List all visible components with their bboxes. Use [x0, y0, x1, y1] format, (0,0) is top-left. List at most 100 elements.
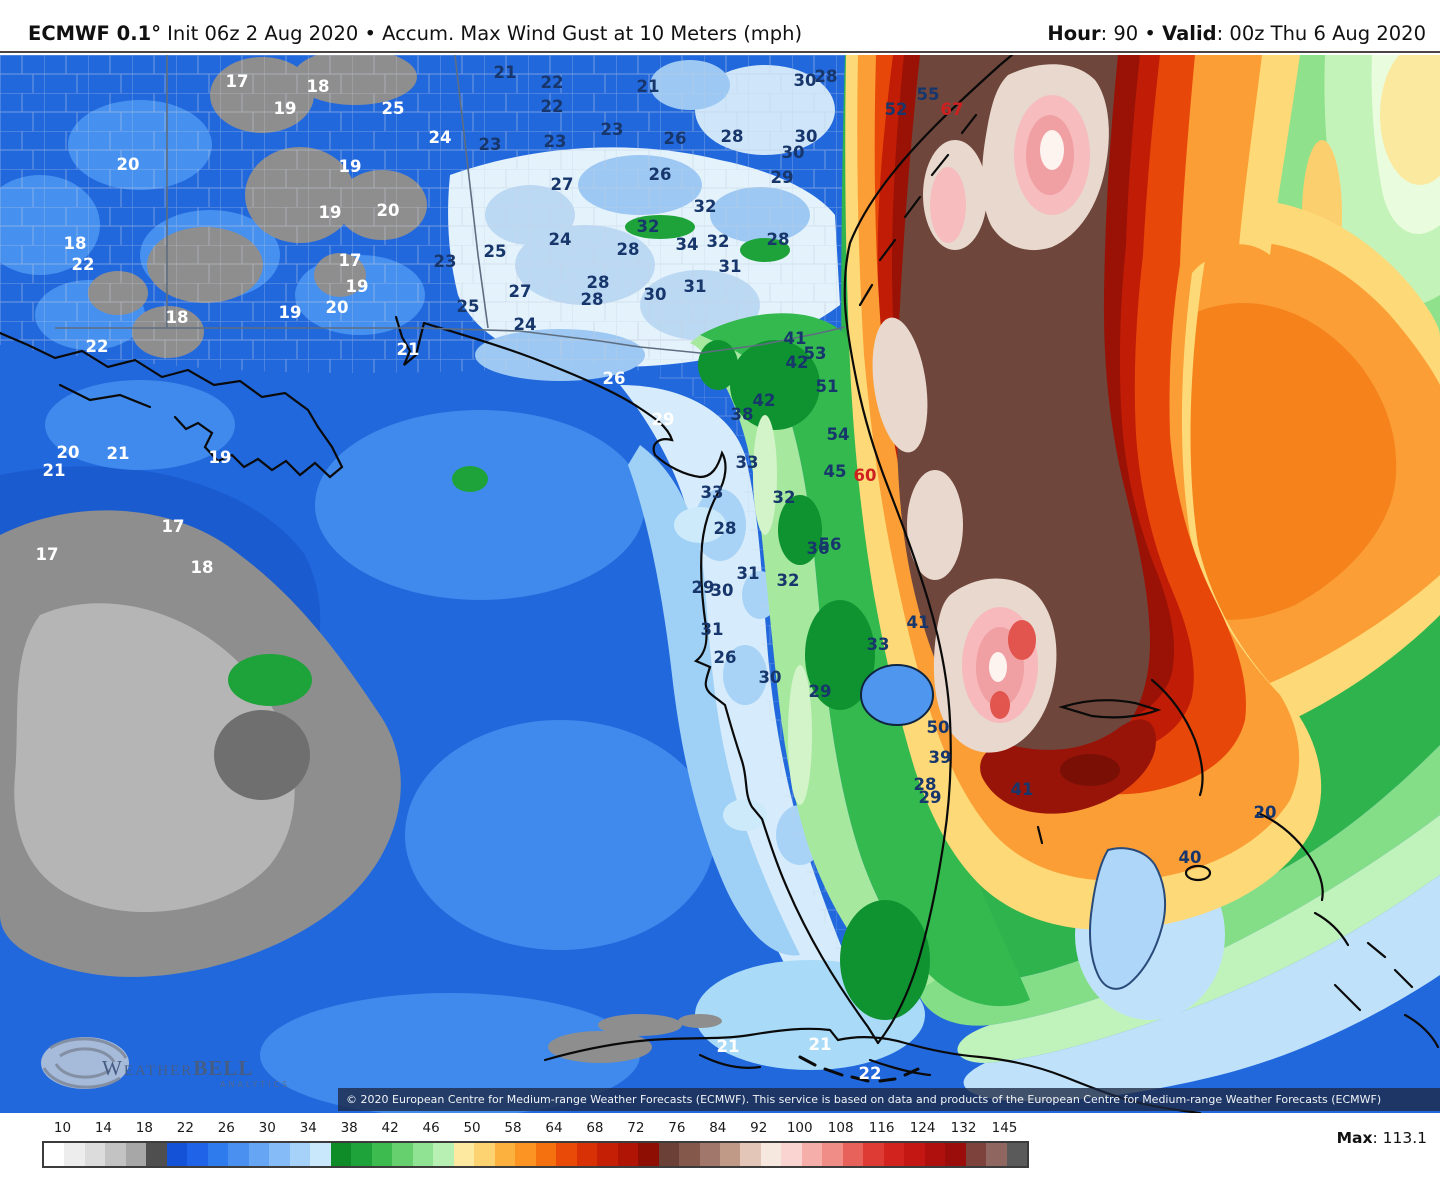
gust-value-label: 23 — [434, 252, 457, 271]
colorbar-cell — [945, 1143, 966, 1166]
colorbar-cell — [371, 1143, 393, 1166]
colorbar-cell — [187, 1143, 208, 1166]
gust-value-label: 21 — [397, 340, 420, 359]
gust-value-label: 39 — [929, 748, 952, 767]
gust-value-label: 51 — [816, 377, 839, 396]
gust-value-label: 31 — [737, 564, 760, 583]
gust-value-label: 17 — [339, 251, 362, 270]
gust-value-label: 29 — [809, 682, 832, 701]
colorbar-tick-label: 22 — [176, 1120, 194, 1136]
gust-value-label: 60 — [854, 466, 877, 485]
colorbar-cell — [965, 1143, 987, 1166]
gust-value-label: 31 — [719, 257, 742, 276]
colorbar-tick-label: 42 — [381, 1120, 399, 1136]
gust-value-label: 21 — [43, 461, 66, 480]
copyright-bar: © 2020 European Centre for Medium-range … — [338, 1088, 1440, 1111]
gust-value-label: 55 — [917, 85, 940, 104]
gust-value-label: 28 — [721, 127, 744, 146]
gust-value-label: 30 — [644, 285, 667, 304]
gust-value-label: 20 — [326, 298, 349, 317]
colorbar-tick-label: 10 — [53, 1120, 72, 1136]
colorbar-cell — [740, 1143, 761, 1166]
colorbar-cell — [822, 1143, 843, 1166]
colorbar-tick-label: 50 — [463, 1120, 481, 1136]
colorbar-tick-label: 100 — [786, 1120, 813, 1136]
colorbar-cell — [412, 1143, 434, 1166]
colorbar-cell — [535, 1143, 557, 1166]
gust-value-label: 41 — [1011, 780, 1034, 799]
gust-value-label: 31 — [684, 277, 707, 296]
weatherbell-swirl-icon — [41, 1037, 129, 1089]
gust-value-label: 28 — [617, 240, 640, 259]
header: ECMWF 0.1° Init 06z 2 Aug 2020 • Accum. … — [0, 0, 1440, 53]
gust-value-label: 29 — [771, 168, 794, 187]
colorbar-cell — [699, 1143, 720, 1166]
colorbar-cell — [515, 1143, 536, 1166]
colorbar-cell — [289, 1143, 311, 1166]
colorbar-cell — [330, 1143, 352, 1166]
gust-value-label: 50 — [927, 718, 950, 737]
gust-value-label: 25 — [457, 297, 480, 316]
gust-value-label: 22 — [541, 97, 564, 116]
colorbar-cell — [801, 1143, 823, 1166]
gust-value-label: 23 — [544, 132, 567, 151]
brand-bell: BELL — [193, 1056, 254, 1080]
gust-value-label: 21 — [107, 444, 130, 463]
colorbar-cell — [719, 1143, 741, 1166]
gust-value-label: 20 — [57, 443, 80, 462]
colorbar-cell — [863, 1143, 884, 1166]
gust-value-label: 32 — [773, 488, 796, 507]
colorbar-tick-label: 18 — [135, 1120, 153, 1136]
gust-value-label: 53 — [804, 344, 827, 363]
gust-value-label: 18 — [307, 77, 330, 96]
colorbar-tick-label: 30 — [258, 1120, 276, 1136]
colorbar-cell — [166, 1143, 188, 1166]
gust-value-label: 41 — [907, 613, 930, 632]
colorbar-tick-label: 108 — [827, 1120, 854, 1136]
colorbar-cell — [638, 1143, 659, 1166]
gust-value-label: 27 — [551, 175, 574, 194]
model-name: ECMWF 0.1° — [28, 22, 161, 45]
gust-value-label: 29 — [919, 788, 942, 807]
gust-value-label: 24 — [429, 128, 452, 147]
colorbar-cell — [84, 1143, 106, 1166]
gust-value-label: 67 — [941, 100, 964, 119]
gust-value-label: 25 — [484, 242, 507, 261]
gust-value-label: 32 — [707, 232, 730, 251]
colorbar-cell — [474, 1143, 495, 1166]
gust-value-label: 26 — [603, 369, 626, 388]
colorbar-cell — [842, 1143, 864, 1166]
legend: 10 14 18 22 26 30 34 38 42 46 50 58 64 68 72 76 84 92 100 1… — [0, 1113, 1440, 1184]
colorbar-tick-label: 92 — [750, 1120, 768, 1136]
colorbar-cell — [248, 1143, 270, 1166]
colorbar-cell — [658, 1143, 680, 1166]
colorbar-cell — [44, 1143, 65, 1166]
gust-value-label: 28 — [767, 230, 790, 249]
gust-value-label: 19 — [346, 277, 369, 296]
gust-value-label: 56 — [819, 535, 842, 554]
colorbar-cell — [351, 1143, 372, 1166]
colorbar-cell — [494, 1143, 516, 1166]
gust-value-label: 29 — [652, 410, 675, 429]
map-title: ECMWF 0.1° Init 06z 2 Aug 2020 • Accum. … — [28, 22, 802, 45]
map-canvas: 17 18 19 25 24 20 19 19 20 18 22 17 19 19 20 18 21 22 20 21… — [0, 55, 1440, 1113]
colorbar-cell — [146, 1143, 167, 1166]
forecast-time: Hour: 90 • Valid: 00z Thu 6 Aug 2020 — [1047, 22, 1426, 45]
colorbar-cell — [760, 1143, 782, 1166]
colorbar-cell — [576, 1143, 598, 1166]
gust-value-label: 20 — [377, 201, 400, 220]
gust-value-label: 23 — [479, 135, 502, 154]
colorbar-tick-label: 68 — [586, 1120, 604, 1136]
gust-value-label: 17 — [226, 72, 249, 91]
colorbar-cell — [310, 1143, 331, 1166]
colorbar-cell — [64, 1143, 85, 1166]
colorbar-cell — [105, 1143, 126, 1166]
gust-value-label: 17 — [36, 545, 59, 564]
gust-value-label: 18 — [191, 558, 214, 577]
gust-value-label: 33 — [701, 483, 724, 502]
colorbar-cell — [883, 1143, 905, 1166]
gust-value-label: 18 — [166, 308, 189, 327]
colorbar-tick-label: 116 — [868, 1120, 895, 1136]
gust-value-label: 28 — [815, 67, 838, 86]
